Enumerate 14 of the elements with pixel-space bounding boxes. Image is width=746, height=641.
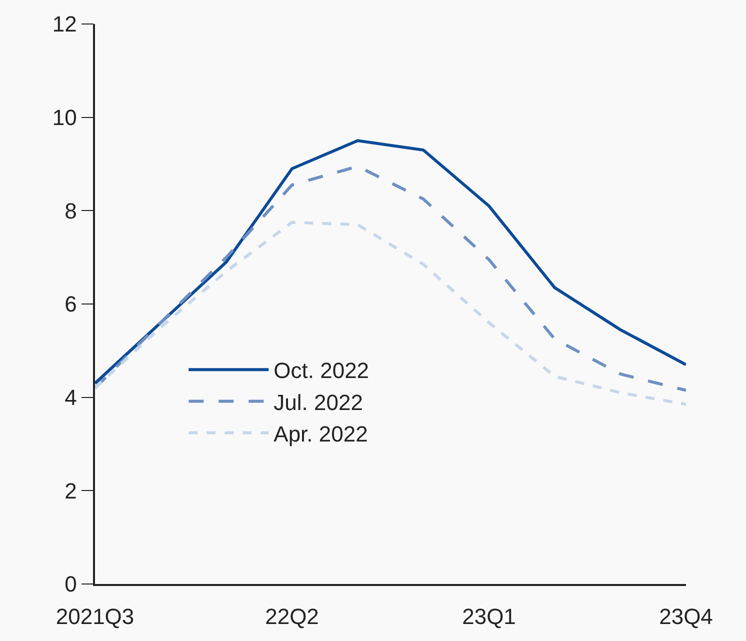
y-tick-label: 0 — [64, 572, 77, 597]
y-tick-label: 10 — [52, 105, 77, 130]
y-tick-label: 6 — [64, 292, 77, 317]
legend-label: Oct. 2022 — [274, 358, 370, 384]
y-tick-label: 2 — [64, 478, 77, 504]
y-tick-label: 8 — [64, 198, 77, 224]
x-tick-label: 2021Q3 — [56, 604, 134, 630]
x-tick-label: 23Q1 — [462, 604, 516, 630]
legend-label: Jul. 2022 — [274, 390, 363, 415]
x-tick-label: 22Q2 — [265, 604, 319, 630]
y-tick-label: 4 — [64, 385, 77, 410]
y-tick-label: 12 — [52, 12, 77, 37]
legend-label: Apr. 2022 — [274, 421, 368, 446]
x-tick-label: 23Q4 — [659, 604, 713, 630]
